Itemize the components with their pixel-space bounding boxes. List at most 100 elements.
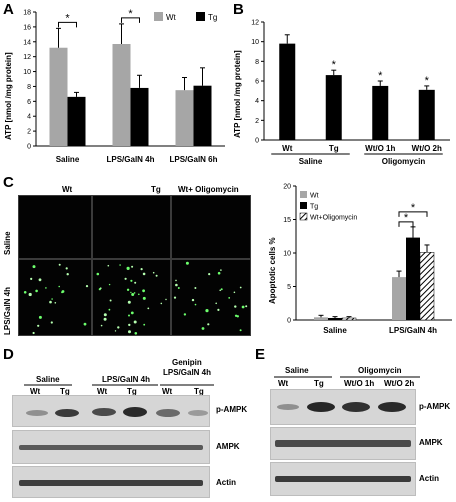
chart-c-legend-label: Wt+Oligomycin: [310, 215, 357, 222]
apoptotic-cell-dot: [245, 305, 248, 308]
apoptotic-cell-dot: [147, 307, 150, 310]
chart-a-ytick-label: 12: [23, 54, 31, 61]
apoptotic-cell-dot: [117, 326, 120, 329]
apoptotic-cell-dot: [219, 289, 221, 292]
chart-a-bar-wt: [175, 90, 194, 146]
chart-c-ytick-label: 15: [283, 217, 291, 224]
blot-e-ampk: [270, 427, 416, 460]
micrograph-saline-tg: [92, 195, 171, 259]
apoptotic-cell-dot: [108, 283, 111, 286]
micro-col-label-oligomycin: Wt+ Oligomycin: [178, 185, 239, 194]
chart-b-ytick-label: 4: [255, 98, 259, 105]
chart-c-significance-bracket: [398, 211, 428, 217]
panel-c-letter: C: [3, 174, 14, 191]
chart-b-ytick-label: 12: [251, 20, 259, 27]
blot-d-lane-2: Tg: [60, 387, 70, 396]
chart-c-bar: [419, 252, 435, 321]
chart-c-bar: [341, 317, 357, 321]
apoptotic-cell-dot: [234, 305, 237, 308]
apoptotic-cell-dot: [208, 273, 211, 276]
chart-b-bar: [372, 85, 389, 140]
apoptotic-cell-dot: [96, 272, 100, 276]
apoptotic-cell-dot: [152, 271, 155, 274]
chart-c-ytick-label: 20: [283, 184, 291, 191]
chart-a-legend-label: Tg: [208, 13, 217, 22]
panel-d-letter: D: [3, 346, 14, 363]
apoptotic-cell-dot: [109, 299, 112, 302]
panel-b-ylabel: ATP [nmol /mg protein]: [233, 50, 242, 138]
chart-b-category-label: Tg: [329, 144, 339, 153]
blot-d-actin: [12, 466, 210, 498]
apoptotic-cell-dot: [126, 266, 130, 270]
blot-d-group-genipin: Genipin: [172, 358, 202, 367]
chart-b-group-label: Oligomycin: [382, 157, 426, 166]
apoptotic-cell-dot: [133, 292, 136, 294]
micro-row-label-saline: Saline: [3, 231, 12, 255]
apoptotic-cell-dot: [241, 305, 245, 309]
micrograph-saline-oligomycin: [171, 195, 251, 259]
apoptotic-cell-dot: [142, 272, 146, 276]
blot-e-row-actin: Actin: [419, 474, 439, 483]
chart-a-legend-swatch: [196, 12, 205, 21]
apoptotic-cell-dot: [58, 285, 60, 288]
apoptotic-cell-dot: [30, 277, 33, 280]
blot-e-group-saline: Saline: [285, 366, 309, 375]
chart-b-ytick-label: 8: [255, 59, 259, 66]
chart-c-bar: [406, 237, 420, 320]
apoptotic-cell-dot: [119, 264, 121, 266]
blot-d-lane-3: Wt: [97, 387, 108, 396]
apoptotic-cell-dot: [85, 285, 89, 288]
apoptotic-cell-dot: [133, 320, 137, 324]
chart-b-category-label: Wt/O 1h: [365, 144, 395, 153]
apoptotic-cell-dot: [128, 314, 130, 317]
chart-b-bar: [279, 43, 296, 141]
blot-d-group-genipin-lps: LPS/GalN 4h: [163, 368, 212, 377]
apoptotic-cell-dot: [32, 265, 36, 269]
apoptotic-cell-dot: [239, 329, 242, 332]
blot-e-lane-1: Wt: [278, 379, 289, 388]
apoptotic-cell-dot: [100, 324, 103, 327]
apoptotic-cell-dot: [124, 277, 127, 280]
chart-b-bar: [325, 75, 342, 140]
apoptotic-cell-dot: [215, 302, 217, 305]
blot-e-lane-3: Wt/O 1h: [344, 379, 375, 388]
apoptotic-cell-dot: [173, 296, 177, 299]
apoptotic-cell-dot: [217, 308, 220, 311]
chart-a-bar-tg: [67, 96, 86, 146]
apoptotic-cell-dot: [183, 313, 187, 316]
apoptotic-cell-dot: [37, 324, 40, 327]
apoptotic-cell-dot: [175, 283, 178, 287]
blot-e-row-pampk: p-AMPK: [419, 402, 451, 411]
apoptotic-cell-dot: [107, 264, 110, 267]
apoptotic-cell-dot: [207, 323, 210, 326]
blot-d-row-actin: Actin: [216, 478, 236, 487]
panel-c-ylabel: Apoptotic cells %: [268, 237, 277, 304]
panel-a-letter: A: [3, 1, 14, 18]
panel-e-letter: E: [255, 346, 266, 363]
apoptotic-cell-dot: [131, 293, 135, 296]
apoptotic-cell-dot: [103, 317, 107, 321]
apoptotic-cell-dot: [194, 303, 197, 306]
chart-a-significance-bracket: [121, 17, 140, 23]
chart-c-ytick-label: 5: [287, 284, 291, 291]
apoptotic-cell-dot: [130, 279, 133, 282]
chart-a-bar-wt: [112, 44, 131, 147]
apoptotic-cell-dot: [35, 289, 38, 293]
apoptotic-cell-dot: [61, 290, 65, 293]
apoptotic-cell-dot: [108, 308, 111, 311]
blot-e-lane-4: Wt/O 2h: [384, 379, 415, 388]
chart-b-ytick-label: 10: [251, 39, 259, 46]
blot-e-brackets: [274, 376, 420, 378]
chart-c-ytick-label: 0: [287, 318, 291, 325]
chart-a-significance-star: *: [128, 8, 133, 20]
chart-c-legend-label: Tg: [310, 204, 318, 211]
chart-c-legend-swatch: [299, 212, 308, 221]
apoptotic-cell-dot: [142, 296, 146, 300]
blot-d-group-saline: Saline: [36, 375, 60, 384]
micro-row-label-lps: LPS/GalN 4h: [3, 286, 12, 335]
chart-a-ytick-label: 18: [23, 10, 31, 17]
micrograph-lps-oligomycin: [171, 259, 251, 336]
micrograph-saline-wt: [18, 195, 92, 259]
blot-d-lane-6: Tg: [194, 387, 204, 396]
